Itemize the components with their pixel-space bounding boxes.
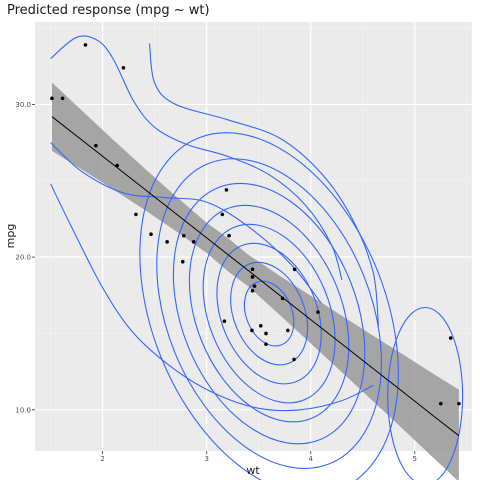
y-tick-label: 30.0 bbox=[15, 101, 31, 109]
x-axis-ticks: 2 3 4 5 bbox=[100, 451, 417, 463]
data-point bbox=[50, 96, 54, 101]
x-tick-label: 5 bbox=[413, 455, 417, 463]
data-point bbox=[222, 319, 227, 324]
contour-upper-right-lobe bbox=[50, 142, 322, 304]
data-point bbox=[220, 212, 225, 217]
data-point bbox=[250, 267, 255, 272]
data-point bbox=[83, 43, 88, 47]
data-point bbox=[121, 66, 126, 70]
contour-level-7 bbox=[156, 158, 382, 469]
y-tick-label: 10.0 bbox=[15, 406, 31, 414]
contour-level-3 bbox=[216, 242, 322, 385]
data-point bbox=[224, 188, 229, 192]
contour-level-6 bbox=[172, 182, 366, 445]
contour-level-2 bbox=[230, 261, 309, 366]
data-point bbox=[292, 267, 297, 272]
contour-right-ellipse bbox=[387, 306, 464, 480]
data-point bbox=[227, 233, 231, 238]
y-axis-ticks: 10.0 20.0 30.0 bbox=[15, 101, 35, 414]
data-point bbox=[60, 96, 65, 101]
data-point bbox=[250, 275, 255, 279]
density-contours bbox=[50, 35, 464, 480]
data-point bbox=[316, 310, 320, 314]
data-point bbox=[286, 328, 290, 333]
data-point bbox=[264, 331, 268, 336]
data-point bbox=[258, 324, 263, 328]
data-point bbox=[280, 296, 285, 301]
data-point bbox=[181, 233, 186, 238]
data-point bbox=[191, 240, 196, 244]
minor-gridlines bbox=[35, 22, 472, 451]
data-point bbox=[134, 212, 138, 217]
x-tick-label: 2 bbox=[100, 455, 104, 463]
contour-top-strand bbox=[148, 43, 379, 326]
chart-title: Predicted response (mpg ~ wt) bbox=[7, 3, 210, 18]
data-point bbox=[115, 163, 119, 168]
data-point bbox=[448, 336, 453, 340]
data-point bbox=[292, 357, 296, 362]
regression-line bbox=[51, 116, 460, 437]
contour-outer-left bbox=[50, 183, 374, 412]
data-point bbox=[438, 401, 443, 406]
confidence-ribbon bbox=[52, 82, 459, 480]
x-axis-title: wt bbox=[246, 464, 260, 477]
x-tick-label: 4 bbox=[308, 455, 313, 463]
fit-line bbox=[51, 116, 460, 437]
data-point bbox=[250, 288, 255, 293]
confidence-band bbox=[52, 82, 459, 480]
contour-upper-left-lobe bbox=[50, 35, 343, 281]
contour-level-8 bbox=[139, 132, 399, 480]
y-tick-label: 20.0 bbox=[15, 254, 31, 262]
data-point bbox=[149, 232, 153, 237]
contour-level-1 bbox=[243, 280, 295, 347]
data-point bbox=[180, 259, 185, 264]
y-axis-title: mpg bbox=[4, 224, 17, 249]
contour-level-5 bbox=[188, 204, 350, 423]
data-point bbox=[94, 143, 98, 148]
contour-level-4 bbox=[202, 223, 336, 404]
data-point bbox=[165, 240, 169, 244]
data-point bbox=[264, 342, 268, 346]
data-points bbox=[50, 43, 461, 406]
x-tick-label: 3 bbox=[204, 455, 208, 463]
data-point bbox=[457, 401, 461, 406]
data-point bbox=[250, 328, 254, 333]
data-point bbox=[252, 284, 257, 288]
